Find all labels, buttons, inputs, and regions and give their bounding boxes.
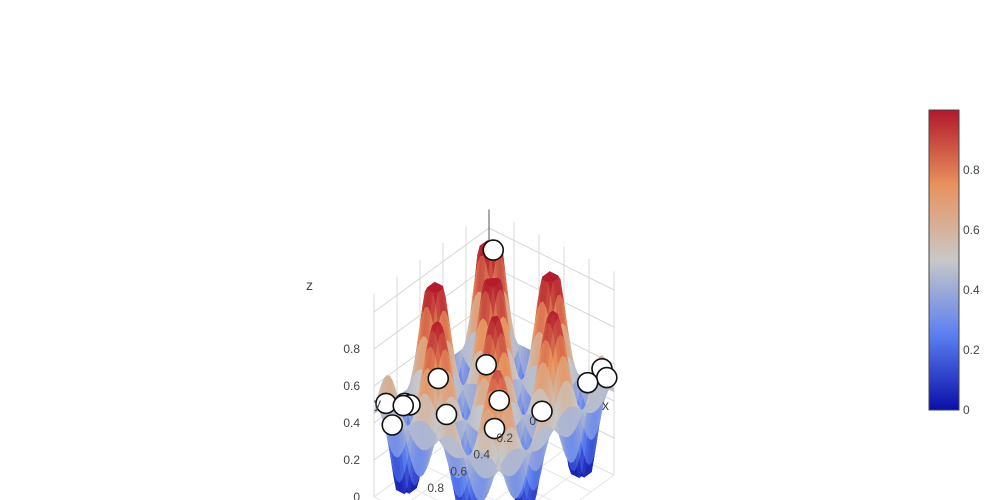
- x-axis-title: x: [602, 397, 609, 413]
- colorbar-tick-label: 0.2: [963, 343, 980, 357]
- marker-point: [427, 367, 450, 390]
- marker-point: [488, 389, 511, 412]
- y-tick-label: 0.2: [496, 431, 513, 445]
- y-tick-label: 0.8: [427, 481, 444, 495]
- z-tick-label: 0.4: [343, 416, 360, 430]
- colorbar-tick-label: 0.6: [963, 223, 980, 237]
- colorbar-ticks: 0 0.2 0.4 0.6 0.8: [963, 163, 980, 417]
- axis-tick-labels: 00.20.40.60.800.20.40.60.800.20.40.60.8: [343, 342, 536, 500]
- 3d-scene[interactable]: 00.20.40.60.800.20.40.60.800.20.40.60.8 …: [306, 209, 618, 500]
- z-tick-label: 0.8: [343, 342, 360, 356]
- marker-series: [375, 239, 618, 440]
- colorbar: 0 0.2 0.4 0.6 0.8: [928, 109, 980, 417]
- marker-point: [435, 403, 458, 426]
- marker-point: [475, 353, 498, 376]
- surface-cell: [496, 460, 502, 471]
- y-tick-label: 0.6: [450, 464, 467, 478]
- marker-point: [483, 417, 506, 440]
- colorbar-tick-label: 0: [963, 403, 970, 417]
- z-tick-label: 0.6: [343, 379, 360, 393]
- marker-point: [392, 394, 415, 417]
- colorbar-tick-label: 0.4: [963, 283, 980, 297]
- gridline: [396, 479, 439, 500]
- y-tick-label: 0: [529, 414, 536, 428]
- gridline: [494, 449, 565, 500]
- colorbar-gradient: [928, 109, 960, 411]
- y-tick-label: 0.4: [473, 448, 490, 462]
- marker-point: [482, 239, 505, 261]
- marker-point: [595, 366, 618, 389]
- y-axis-title: y: [374, 395, 381, 411]
- colorbar-tick-label: 0.8: [963, 163, 980, 177]
- z-axis-title: z: [306, 277, 313, 293]
- surface-cell: [480, 478, 487, 500]
- gridline: [536, 462, 590, 500]
- marker-point: [381, 414, 404, 436]
- marker-point: [576, 371, 599, 394]
- z-tick-label: 0.2: [343, 453, 360, 467]
- gridline: [578, 474, 615, 500]
- z-tick-label: 0: [353, 490, 360, 500]
- marker-point: [531, 400, 553, 423]
- surface-cell: [477, 476, 484, 500]
